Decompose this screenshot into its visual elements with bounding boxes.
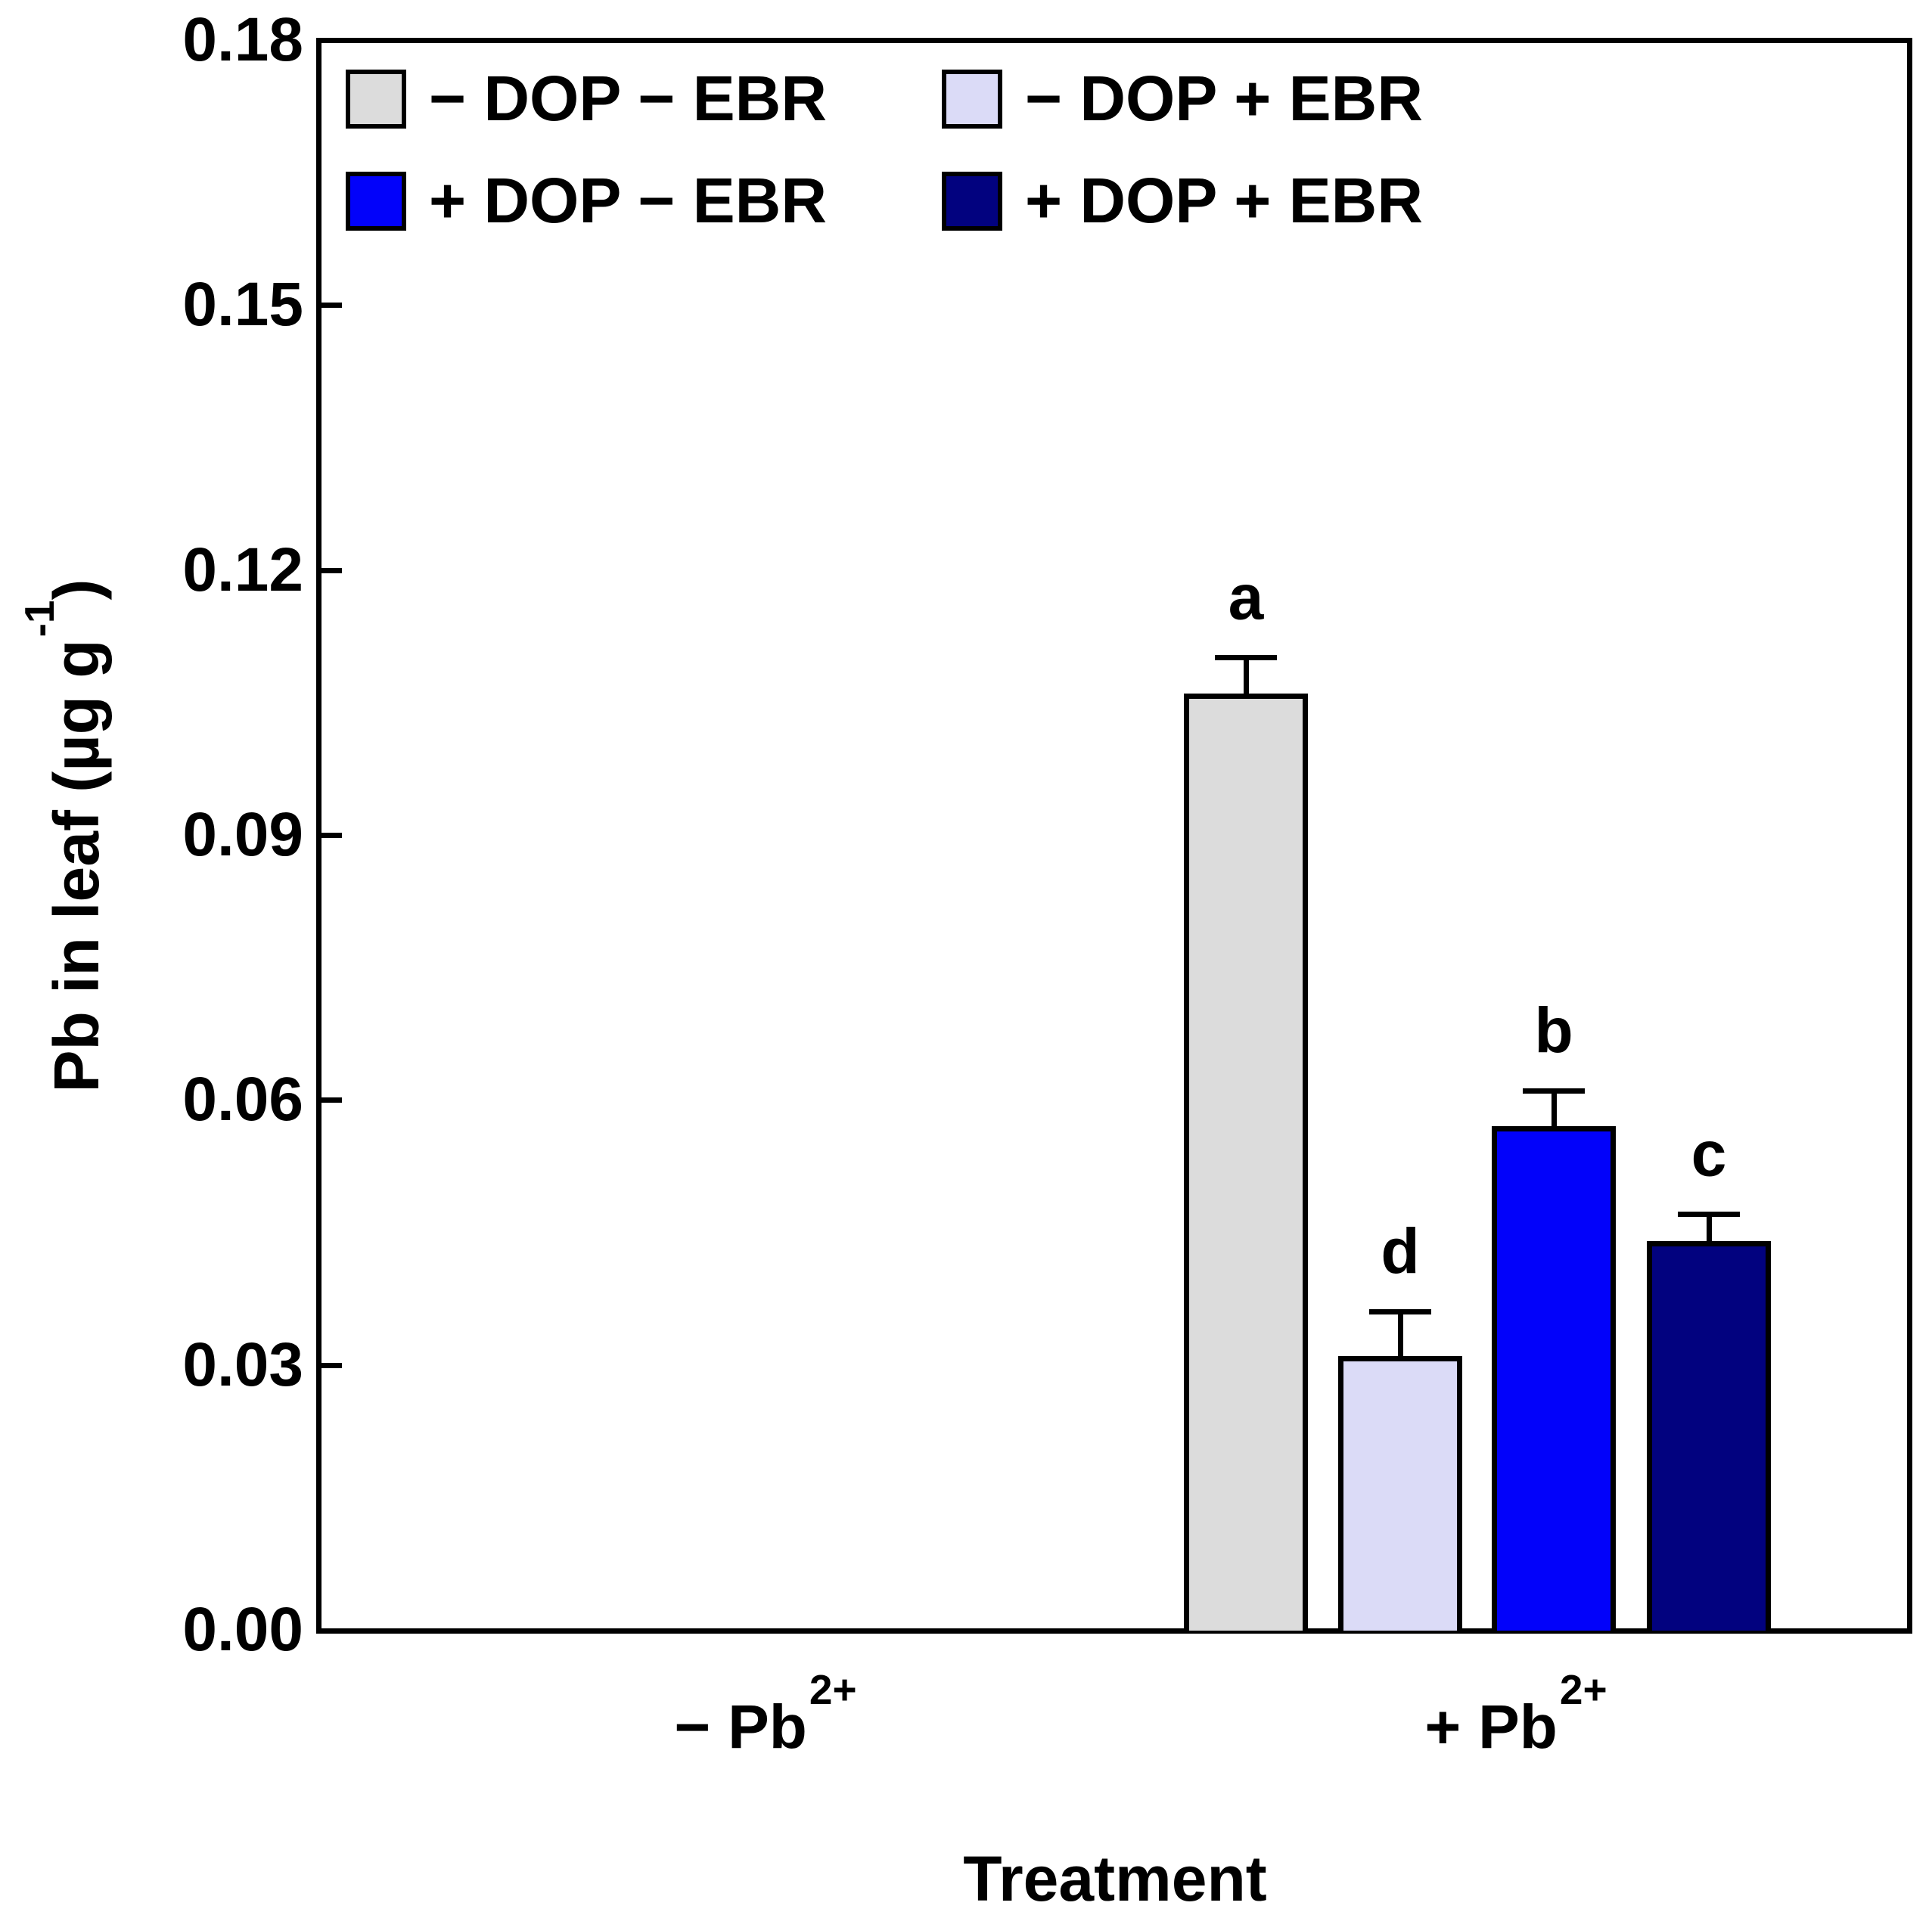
- bar-+DOP+EBR: [1647, 1241, 1771, 1631]
- legend-swatch: [346, 70, 406, 129]
- error-bar-stem: [1707, 1215, 1712, 1242]
- plot-frame: [316, 38, 1912, 1634]
- y-tick-mark: [321, 567, 342, 573]
- y-tick-label: 0.18: [182, 5, 303, 74]
- y-axis-title-superscript: -1: [16, 600, 63, 638]
- error-bar-cap: [1369, 1308, 1431, 1314]
- error-bar-stem: [1244, 658, 1249, 694]
- y-axis-title: Pb in leaf (µg g-1): [16, 579, 113, 1093]
- bar-−DOP−EBR: [1184, 694, 1308, 1631]
- x-axis-title: Treatment: [963, 1843, 1267, 1914]
- legend-item-label: + DOP − EBR: [429, 165, 827, 236]
- x-category-label-minus-pb: − Pb2+: [674, 1666, 856, 1763]
- legend-swatch: [942, 172, 1002, 231]
- legend-item-label: − DOP + EBR: [1025, 63, 1423, 134]
- x-category-superscript: 2+: [809, 1666, 857, 1713]
- y-tick-label: 0.15: [182, 270, 303, 340]
- y-axis-title-text: Pb in leaf (µg g: [41, 639, 112, 1093]
- error-bar-cap: [1215, 655, 1277, 661]
- significance-letter: a: [1228, 561, 1264, 633]
- y-tick-label: 0.09: [182, 800, 303, 869]
- legend-item-label: + DOP + EBR: [1025, 165, 1423, 236]
- bar-−DOP+EBR: [1338, 1355, 1462, 1631]
- legend-swatch: [346, 172, 406, 231]
- error-bar-cap: [1678, 1212, 1740, 1218]
- significance-letter: d: [1381, 1215, 1420, 1287]
- y-tick-mark: [321, 303, 342, 309]
- y-tick-mark: [321, 833, 342, 838]
- y-tick-label: 0.03: [182, 1330, 303, 1399]
- error-bar-cap: [1523, 1088, 1585, 1094]
- y-tick-label: 0.00: [182, 1595, 303, 1664]
- significance-letter: b: [1534, 995, 1573, 1066]
- y-tick-mark: [321, 1362, 342, 1368]
- y-tick-label: 0.06: [182, 1065, 303, 1134]
- y-axis-title-close: ): [41, 579, 112, 601]
- legend-swatch: [942, 70, 1002, 129]
- error-bar-stem: [1552, 1091, 1557, 1127]
- error-bar-stem: [1398, 1311, 1403, 1356]
- x-category-superscript: 2+: [1559, 1666, 1607, 1713]
- x-category-text: − Pb: [674, 1693, 807, 1762]
- x-category-label-plus-pb: + Pb2+: [1424, 1666, 1607, 1763]
- significance-letter: c: [1691, 1118, 1727, 1190]
- y-tick-mark: [321, 1097, 342, 1103]
- legend-item-label: − DOP − EBR: [429, 63, 827, 134]
- bar-+DOP−EBR: [1492, 1126, 1616, 1631]
- y-tick-label: 0.12: [182, 535, 303, 604]
- x-category-text: + Pb: [1424, 1693, 1558, 1762]
